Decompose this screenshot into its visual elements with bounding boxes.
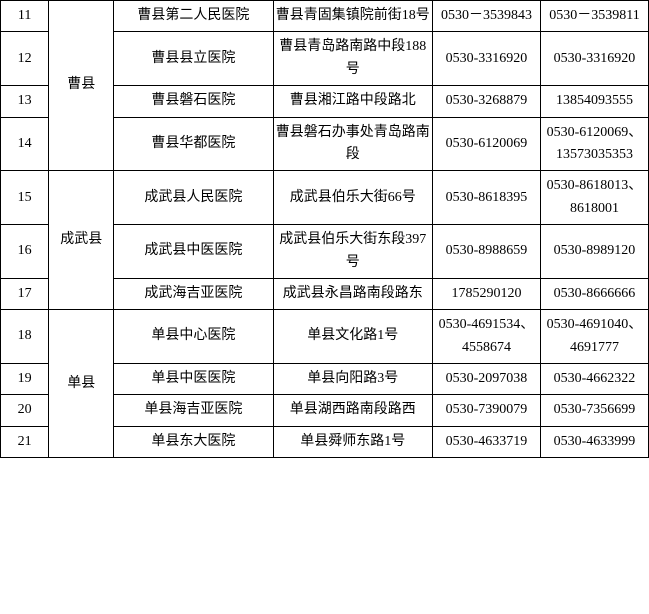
row-index: 19 <box>1 364 49 395</box>
phone1-cell: 0530－3539843 <box>432 1 540 32</box>
row-index: 15 <box>1 171 49 225</box>
address-cell: 成武县伯乐大街东段397号 <box>273 225 432 279</box>
phone2-cell: 0530-8989120 <box>540 225 648 279</box>
hospital-cell: 单县中心医院 <box>114 310 273 364</box>
region-cell: 成武县 <box>49 171 114 310</box>
row-index: 14 <box>1 117 49 171</box>
hospital-cell: 曹县磐石医院 <box>114 86 273 117</box>
phone1-cell: 0530-4691534、4558674 <box>432 310 540 364</box>
phone1-cell: 0530-4633719 <box>432 426 540 457</box>
phone2-cell: 0530-6120069、13573035353 <box>540 117 648 171</box>
address-cell: 曹县磐石办事处青岛路南段 <box>273 117 432 171</box>
row-index: 16 <box>1 225 49 279</box>
row-index: 18 <box>1 310 49 364</box>
region-cell: 单县 <box>49 310 114 458</box>
phone2-cell: 0530-8666666 <box>540 278 648 309</box>
hospital-cell: 曹县县立医院 <box>114 32 273 86</box>
address-cell: 曹县青岛路南路中段188号 <box>273 32 432 86</box>
hospital-table: 11曹县曹县第二人民医院曹县青固集镇院前街18号0530－35398430530… <box>0 0 649 458</box>
hospital-cell: 成武县人民医院 <box>114 171 273 225</box>
hospital-cell: 单县东大医院 <box>114 426 273 457</box>
hospital-cell: 曹县第二人民医院 <box>114 1 273 32</box>
phone1-cell: 0530-2097038 <box>432 364 540 395</box>
row-index: 11 <box>1 1 49 32</box>
phone2-cell: 0530-7356699 <box>540 395 648 426</box>
hospital-cell: 曹县华都医院 <box>114 117 273 171</box>
phone2-cell: 0530-4662322 <box>540 364 648 395</box>
phone2-cell: 0530-3316920 <box>540 32 648 86</box>
hospital-cell: 成武海吉亚医院 <box>114 278 273 309</box>
row-index: 12 <box>1 32 49 86</box>
table-row: 11曹县曹县第二人民医院曹县青固集镇院前街18号0530－35398430530… <box>1 1 649 32</box>
row-index: 20 <box>1 395 49 426</box>
phone2-cell: 0530-8618013、8618001 <box>540 171 648 225</box>
row-index: 17 <box>1 278 49 309</box>
phone1-cell: 0530-3268879 <box>432 86 540 117</box>
address-cell: 曹县湘江路中段路北 <box>273 86 432 117</box>
phone1-cell: 0530-6120069 <box>432 117 540 171</box>
address-cell: 成武县伯乐大街66号 <box>273 171 432 225</box>
address-cell: 单县舜师东路1号 <box>273 426 432 457</box>
phone2-cell: 0530-4633999 <box>540 426 648 457</box>
address-cell: 单县湖西路南段路西 <box>273 395 432 426</box>
phone1-cell: 0530-8988659 <box>432 225 540 279</box>
phone1-cell: 0530-3316920 <box>432 32 540 86</box>
hospital-cell: 成武县中医医院 <box>114 225 273 279</box>
phone1-cell: 1785290120 <box>432 278 540 309</box>
hospital-cell: 单县海吉亚医院 <box>114 395 273 426</box>
address-cell: 单县文化路1号 <box>273 310 432 364</box>
phone1-cell: 0530-8618395 <box>432 171 540 225</box>
phone2-cell: 0530－3539811 <box>540 1 648 32</box>
row-index: 21 <box>1 426 49 457</box>
phone2-cell: 0530-4691040、4691777 <box>540 310 648 364</box>
phone1-cell: 0530-7390079 <box>432 395 540 426</box>
table-row: 15成武县成武县人民医院成武县伯乐大街66号0530-86183950530-8… <box>1 171 649 225</box>
table-row: 18单县单县中心医院单县文化路1号0530-4691534、4558674053… <box>1 310 649 364</box>
row-index: 13 <box>1 86 49 117</box>
phone2-cell: 13854093555 <box>540 86 648 117</box>
address-cell: 单县向阳路3号 <box>273 364 432 395</box>
region-cell: 曹县 <box>49 1 114 171</box>
hospital-cell: 单县中医医院 <box>114 364 273 395</box>
address-cell: 成武县永昌路南段路东 <box>273 278 432 309</box>
address-cell: 曹县青固集镇院前街18号 <box>273 1 432 32</box>
